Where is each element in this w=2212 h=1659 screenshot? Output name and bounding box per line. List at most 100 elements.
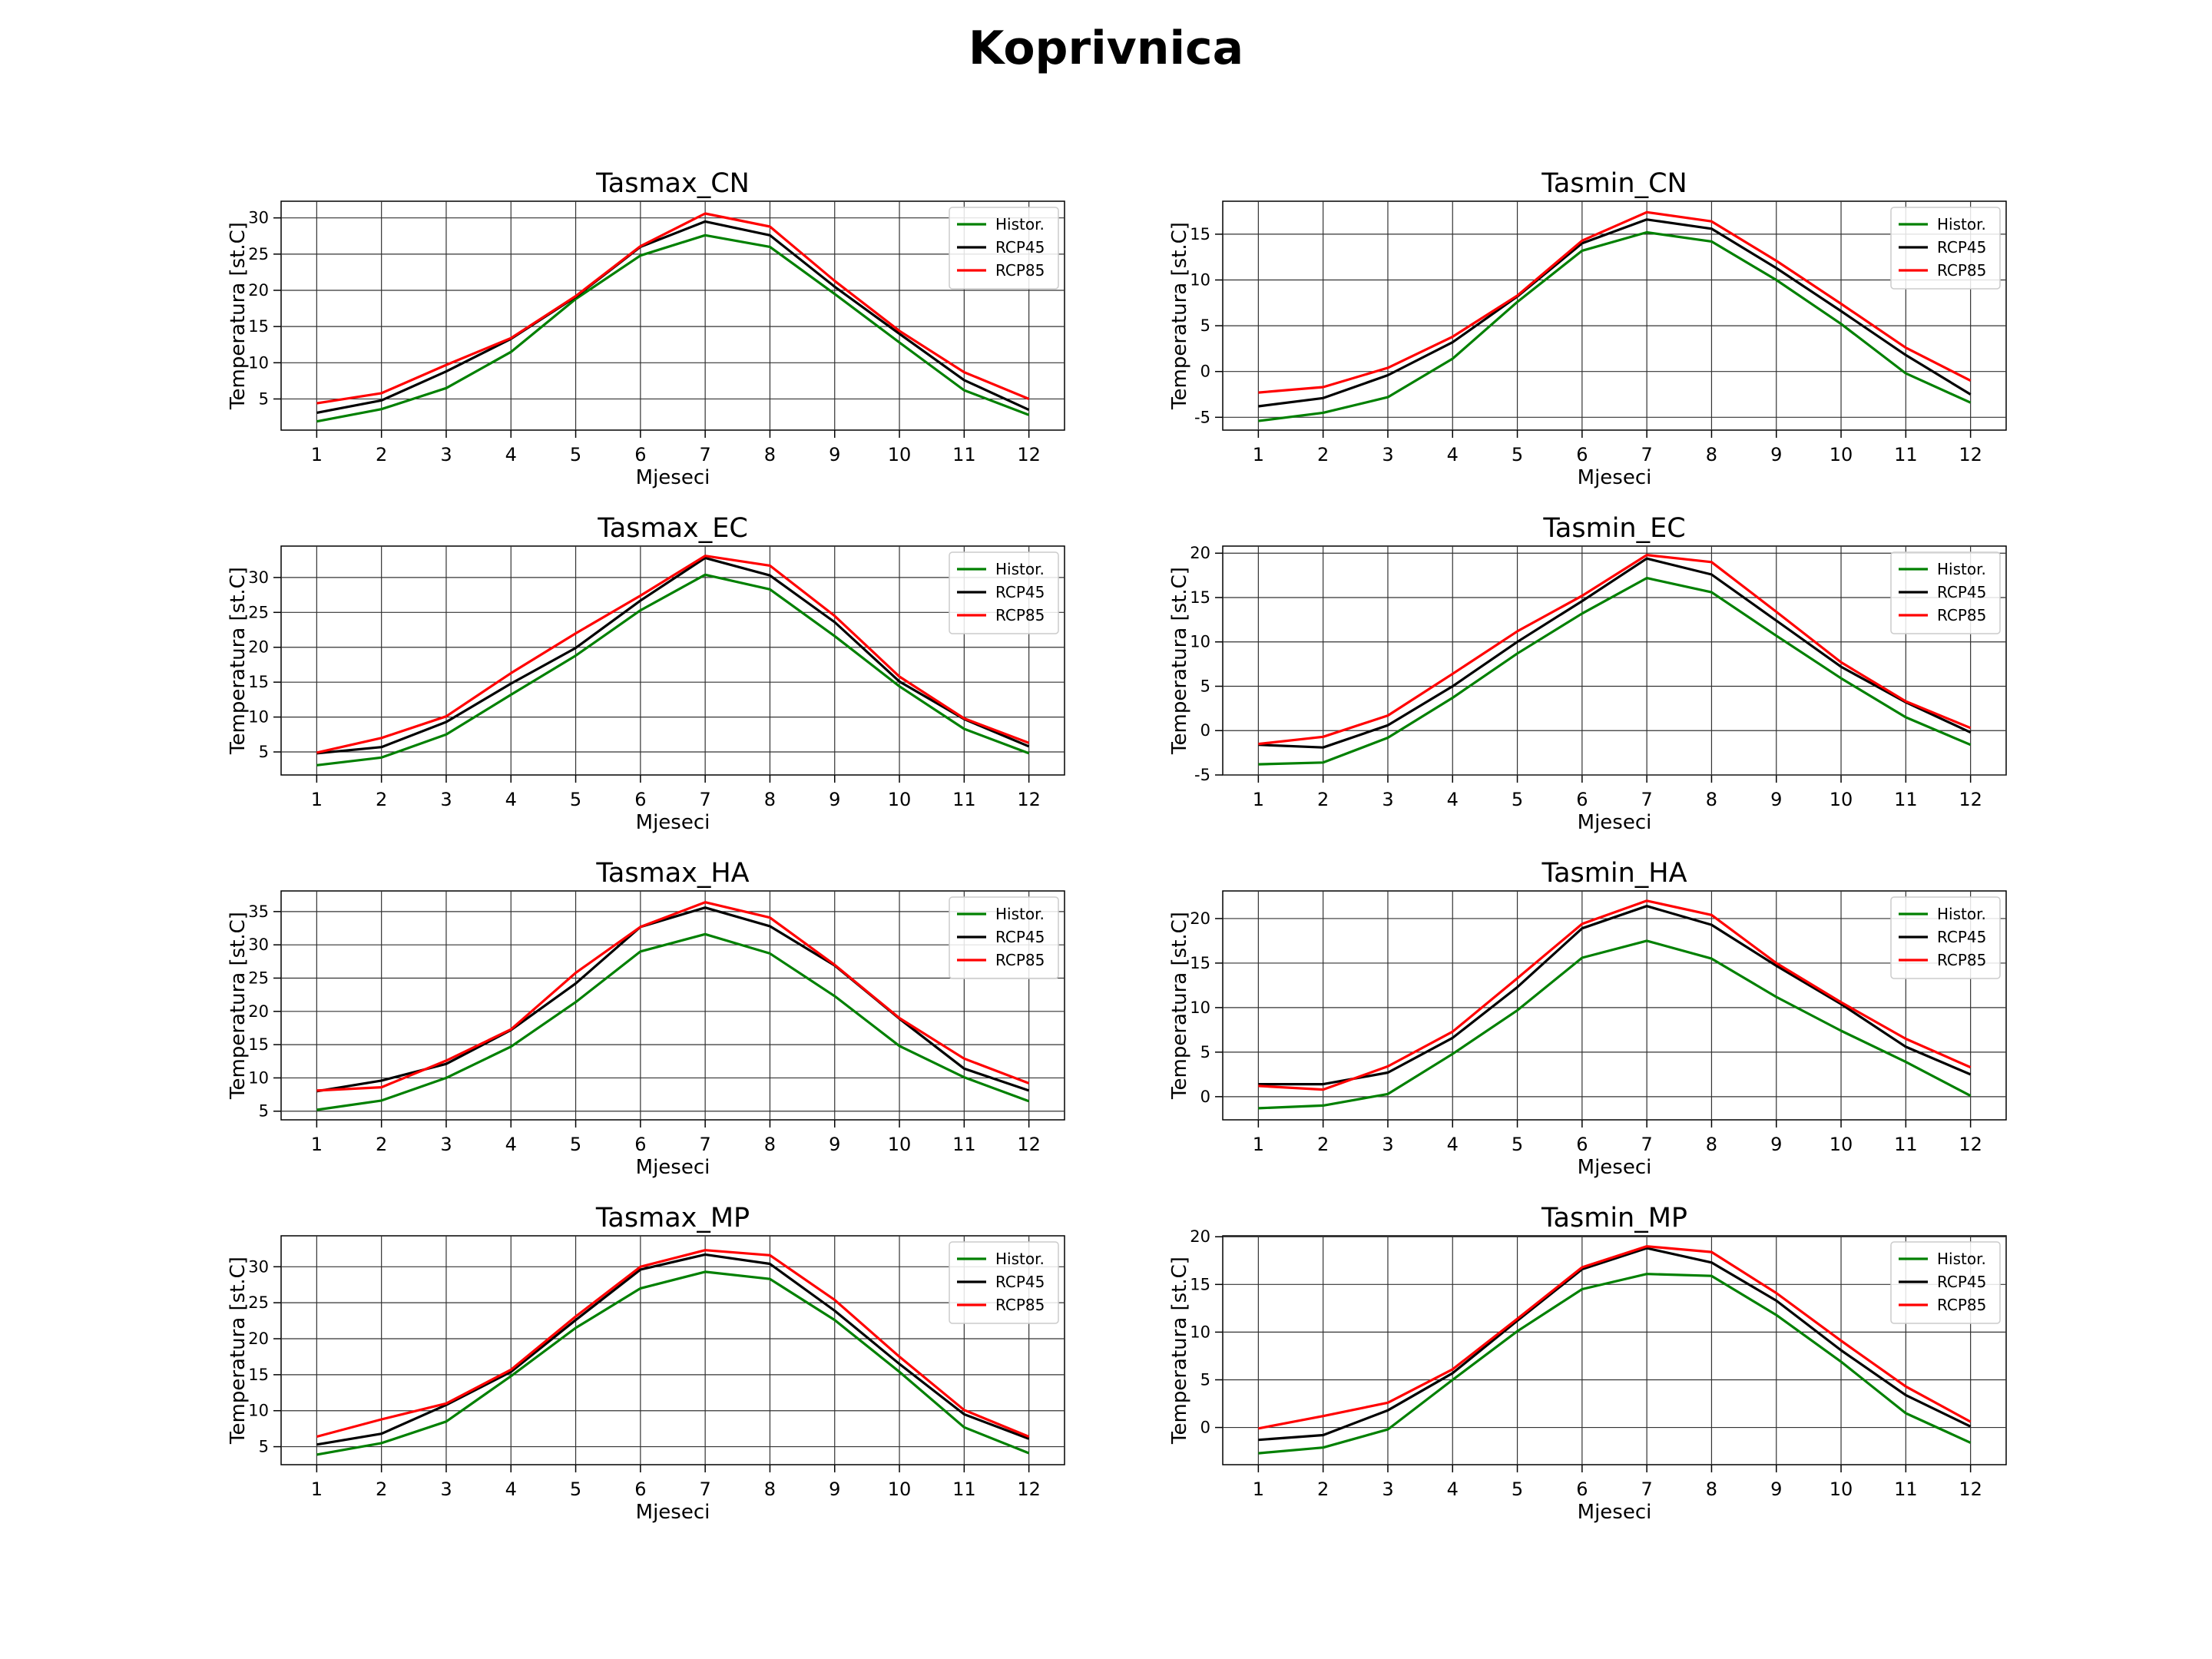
x-tick-label: 8 xyxy=(764,1479,776,1500)
x-tick-label: 6 xyxy=(634,1479,646,1500)
x-tick-label: 7 xyxy=(700,444,711,465)
subplot-title: Tasmin_MP xyxy=(1541,1203,1687,1233)
plot-area xyxy=(280,1235,1065,1465)
x-tick-label: 4 xyxy=(1447,789,1459,810)
series-line-rcp45 xyxy=(316,220,1030,414)
y-tick-label: 10 xyxy=(248,353,269,372)
x-tick-label: 7 xyxy=(700,1134,711,1155)
plot-area xyxy=(1222,890,2007,1121)
x-tick-label: 5 xyxy=(570,1479,581,1500)
x-tick-label: 9 xyxy=(1770,1479,1782,1500)
x-tick-label: 9 xyxy=(1770,444,1782,465)
legend: Histor. RCP45 RCP85 xyxy=(949,551,1059,634)
y-axis-label: Temperatura [st.C] xyxy=(227,222,250,410)
plot-area xyxy=(280,200,1065,431)
legend-entry: RCP85 xyxy=(995,261,1045,280)
y-tick-label: 15 xyxy=(1190,588,1210,607)
legend: Histor. RCP45 RCP85 xyxy=(1890,207,2001,290)
y-tick-label: 15 xyxy=(248,673,269,691)
series-line-histor xyxy=(316,1270,1030,1456)
y-axis-label: Temperatura [st.C] xyxy=(227,567,250,755)
subplot-tasmin-cn: Tasmin_CN1 2 3 4 5 6 7 8 9 10 11 12-5051015MjeseciT… xyxy=(1168,168,2007,489)
y-tick-label: 10 xyxy=(248,1402,269,1420)
y-tick-label: 5 xyxy=(1200,677,1210,695)
x-tick-label: 3 xyxy=(1382,789,1393,810)
x-tick-label: 3 xyxy=(1382,1479,1393,1500)
series-line-rcp45 xyxy=(1258,557,1972,749)
series-line-rcp85 xyxy=(316,212,1030,405)
legend-entry: Histor. xyxy=(1937,1250,1986,1268)
x-tick-label: 7 xyxy=(1641,1134,1653,1155)
x-tick-label: 4 xyxy=(1447,1479,1459,1500)
x-tick-label: 3 xyxy=(440,444,452,465)
x-tick-label: 6 xyxy=(634,789,646,810)
figure-title: Koprivnica xyxy=(968,22,1244,75)
x-tick-label: 2 xyxy=(376,1134,387,1155)
y-tick-label: 20 xyxy=(248,638,269,657)
x-tick-label: 3 xyxy=(440,1134,452,1155)
legend-entry: RCP85 xyxy=(1937,606,1986,624)
y-tick-label: 10 xyxy=(1190,633,1210,651)
legend-entry: Histor. xyxy=(1937,215,1986,233)
x-tick-label: 8 xyxy=(1706,789,1717,810)
x-tick-label: 10 xyxy=(888,1479,912,1500)
x-tick-label: 2 xyxy=(376,789,387,810)
x-tick-label: 11 xyxy=(1894,1479,1918,1500)
y-tick-label: -5 xyxy=(1194,766,1210,784)
series-line-rcp85 xyxy=(316,555,1030,754)
x-axis-label: Mjeseci xyxy=(1578,466,1652,489)
x-tick-label: 10 xyxy=(888,789,912,810)
x-tick-label: 12 xyxy=(1017,789,1041,810)
subplot-title: Tasmax_MP xyxy=(595,1203,750,1233)
x-tick-label: 2 xyxy=(376,444,387,465)
legend-entry: RCP85 xyxy=(1937,261,1986,280)
x-tick-label: 1 xyxy=(1253,1479,1264,1500)
y-tick-label: 25 xyxy=(248,969,269,987)
y-tick-label: 0 xyxy=(1200,1088,1210,1106)
x-tick-label: 10 xyxy=(888,1134,912,1155)
series-line-rcp45 xyxy=(1258,905,1972,1086)
legend-box xyxy=(1890,896,2001,979)
legend-box xyxy=(1890,1241,2001,1324)
legend-entry: RCP45 xyxy=(995,1273,1045,1291)
x-tick-label: 3 xyxy=(440,789,452,810)
x-tick-label: 5 xyxy=(570,444,581,465)
legend-entry: Histor. xyxy=(995,1250,1045,1268)
y-tick-label: 15 xyxy=(1190,954,1210,972)
x-tick-label: 1 xyxy=(1253,789,1264,810)
x-tick-label: 8 xyxy=(764,789,776,810)
x-tick-label: 6 xyxy=(1576,789,1588,810)
legend-entry: Histor. xyxy=(995,905,1045,923)
x-tick-label: 11 xyxy=(1894,789,1918,810)
y-tick-label: 15 xyxy=(248,317,269,336)
series-line-rcp45 xyxy=(1258,218,1972,408)
legend: Histor. RCP45 RCP85 xyxy=(949,1241,1059,1324)
y-tick-label: -5 xyxy=(1194,408,1210,426)
series-line-rcp85 xyxy=(1258,210,1972,394)
legend-entry: RCP45 xyxy=(995,583,1045,601)
legend-box xyxy=(1890,551,2001,634)
x-tick-label: 2 xyxy=(1317,789,1329,810)
y-tick-label: 5 xyxy=(1200,1043,1210,1061)
legend-entry: RCP45 xyxy=(1937,928,1986,946)
x-axis-label: Mjeseci xyxy=(636,811,710,834)
x-tick-label: 8 xyxy=(1706,1134,1717,1155)
x-tick-label: 2 xyxy=(1317,444,1329,465)
legend-entry: Histor. xyxy=(1937,905,1986,923)
legend: Histor. RCP45 RCP85 xyxy=(949,896,1059,979)
y-tick-label: 20 xyxy=(1190,909,1210,928)
legend-entry: RCP85 xyxy=(995,1296,1045,1314)
x-tick-label: 4 xyxy=(505,1479,517,1500)
subplot-tasmin-mp: Tasmin_MP1 2 3 4 5 6 7 8 9 10 11 1205101520MjeseciT… xyxy=(1168,1203,2007,1524)
legend: Histor. RCP45 RCP85 xyxy=(1890,896,2001,979)
series-line-rcp85 xyxy=(1258,899,1972,1091)
legend-entry: RCP85 xyxy=(995,951,1045,969)
series-line-histor xyxy=(1258,1273,1972,1455)
y-tick-label: 30 xyxy=(248,1257,269,1276)
plot-area xyxy=(1222,200,2007,431)
legend-entry: RCP45 xyxy=(995,238,1045,257)
x-tick-label: 11 xyxy=(952,789,976,810)
y-tick-label: 35 xyxy=(248,902,269,921)
legend-box xyxy=(949,896,1059,979)
y-tick-label: 20 xyxy=(248,1002,269,1021)
